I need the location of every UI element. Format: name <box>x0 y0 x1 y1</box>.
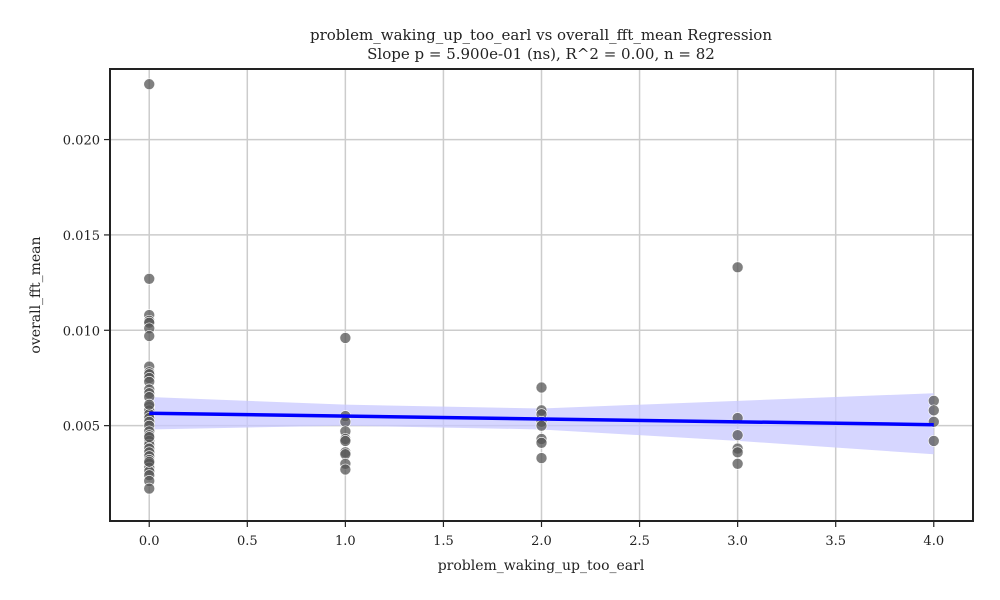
data-point <box>535 437 548 449</box>
data-point <box>731 457 744 470</box>
data-point <box>143 272 156 285</box>
data-point <box>143 456 156 468</box>
data-point <box>535 381 548 394</box>
data-point <box>143 78 156 91</box>
data-point <box>731 429 744 441</box>
x-tick-label: 4.0 <box>923 534 944 549</box>
x-tick-label: 3.0 <box>727 534 748 549</box>
regression-line-layer <box>149 411 934 427</box>
data-point <box>927 435 940 447</box>
x-axis-ticks: 0.0 0.5 1.0 1.5 2.0 2.5 3.0 3.5 4.0 <box>139 521 944 549</box>
data-point <box>339 463 352 476</box>
chart-subtitle: Slope p = 5.900e-01 (ns), R^2 = 0.00, n … <box>367 45 715 63</box>
y-tick-label: 0.020 <box>63 134 100 149</box>
y-tick-label: 0.010 <box>63 324 100 339</box>
chart-title: problem_waking_up_too_earl vs overall_ff… <box>310 26 772 44</box>
x-tick-label: 0.0 <box>139 534 160 549</box>
data-point <box>731 446 744 459</box>
data-point <box>143 482 156 495</box>
y-axis-ticks: 0.005 0.010 0.015 0.020 <box>63 134 110 435</box>
x-tick-label: 2.5 <box>629 534 650 549</box>
data-point <box>143 431 156 443</box>
data-point <box>339 332 352 344</box>
x-tick-label: 1.5 <box>433 534 454 549</box>
data-point <box>927 404 940 417</box>
x-tick-label: 1.0 <box>335 534 356 549</box>
x-tick-label: 0.5 <box>237 534 258 549</box>
data-point <box>143 330 156 342</box>
x-tick-label: 3.5 <box>825 534 846 549</box>
y-tick-label: 0.015 <box>63 229 100 244</box>
data-point <box>535 452 548 464</box>
scatter-points <box>143 78 940 495</box>
y-axis-label: overall_fft_mean <box>28 236 44 353</box>
data-point <box>731 261 744 274</box>
x-axis-label: problem_waking_up_too_earl <box>438 558 645 574</box>
data-point <box>339 435 352 447</box>
data-point <box>143 398 156 411</box>
regression-line <box>149 411 934 427</box>
x-tick-label: 2.0 <box>531 534 552 549</box>
data-point <box>535 419 548 432</box>
y-tick-label: 0.005 <box>63 420 100 435</box>
